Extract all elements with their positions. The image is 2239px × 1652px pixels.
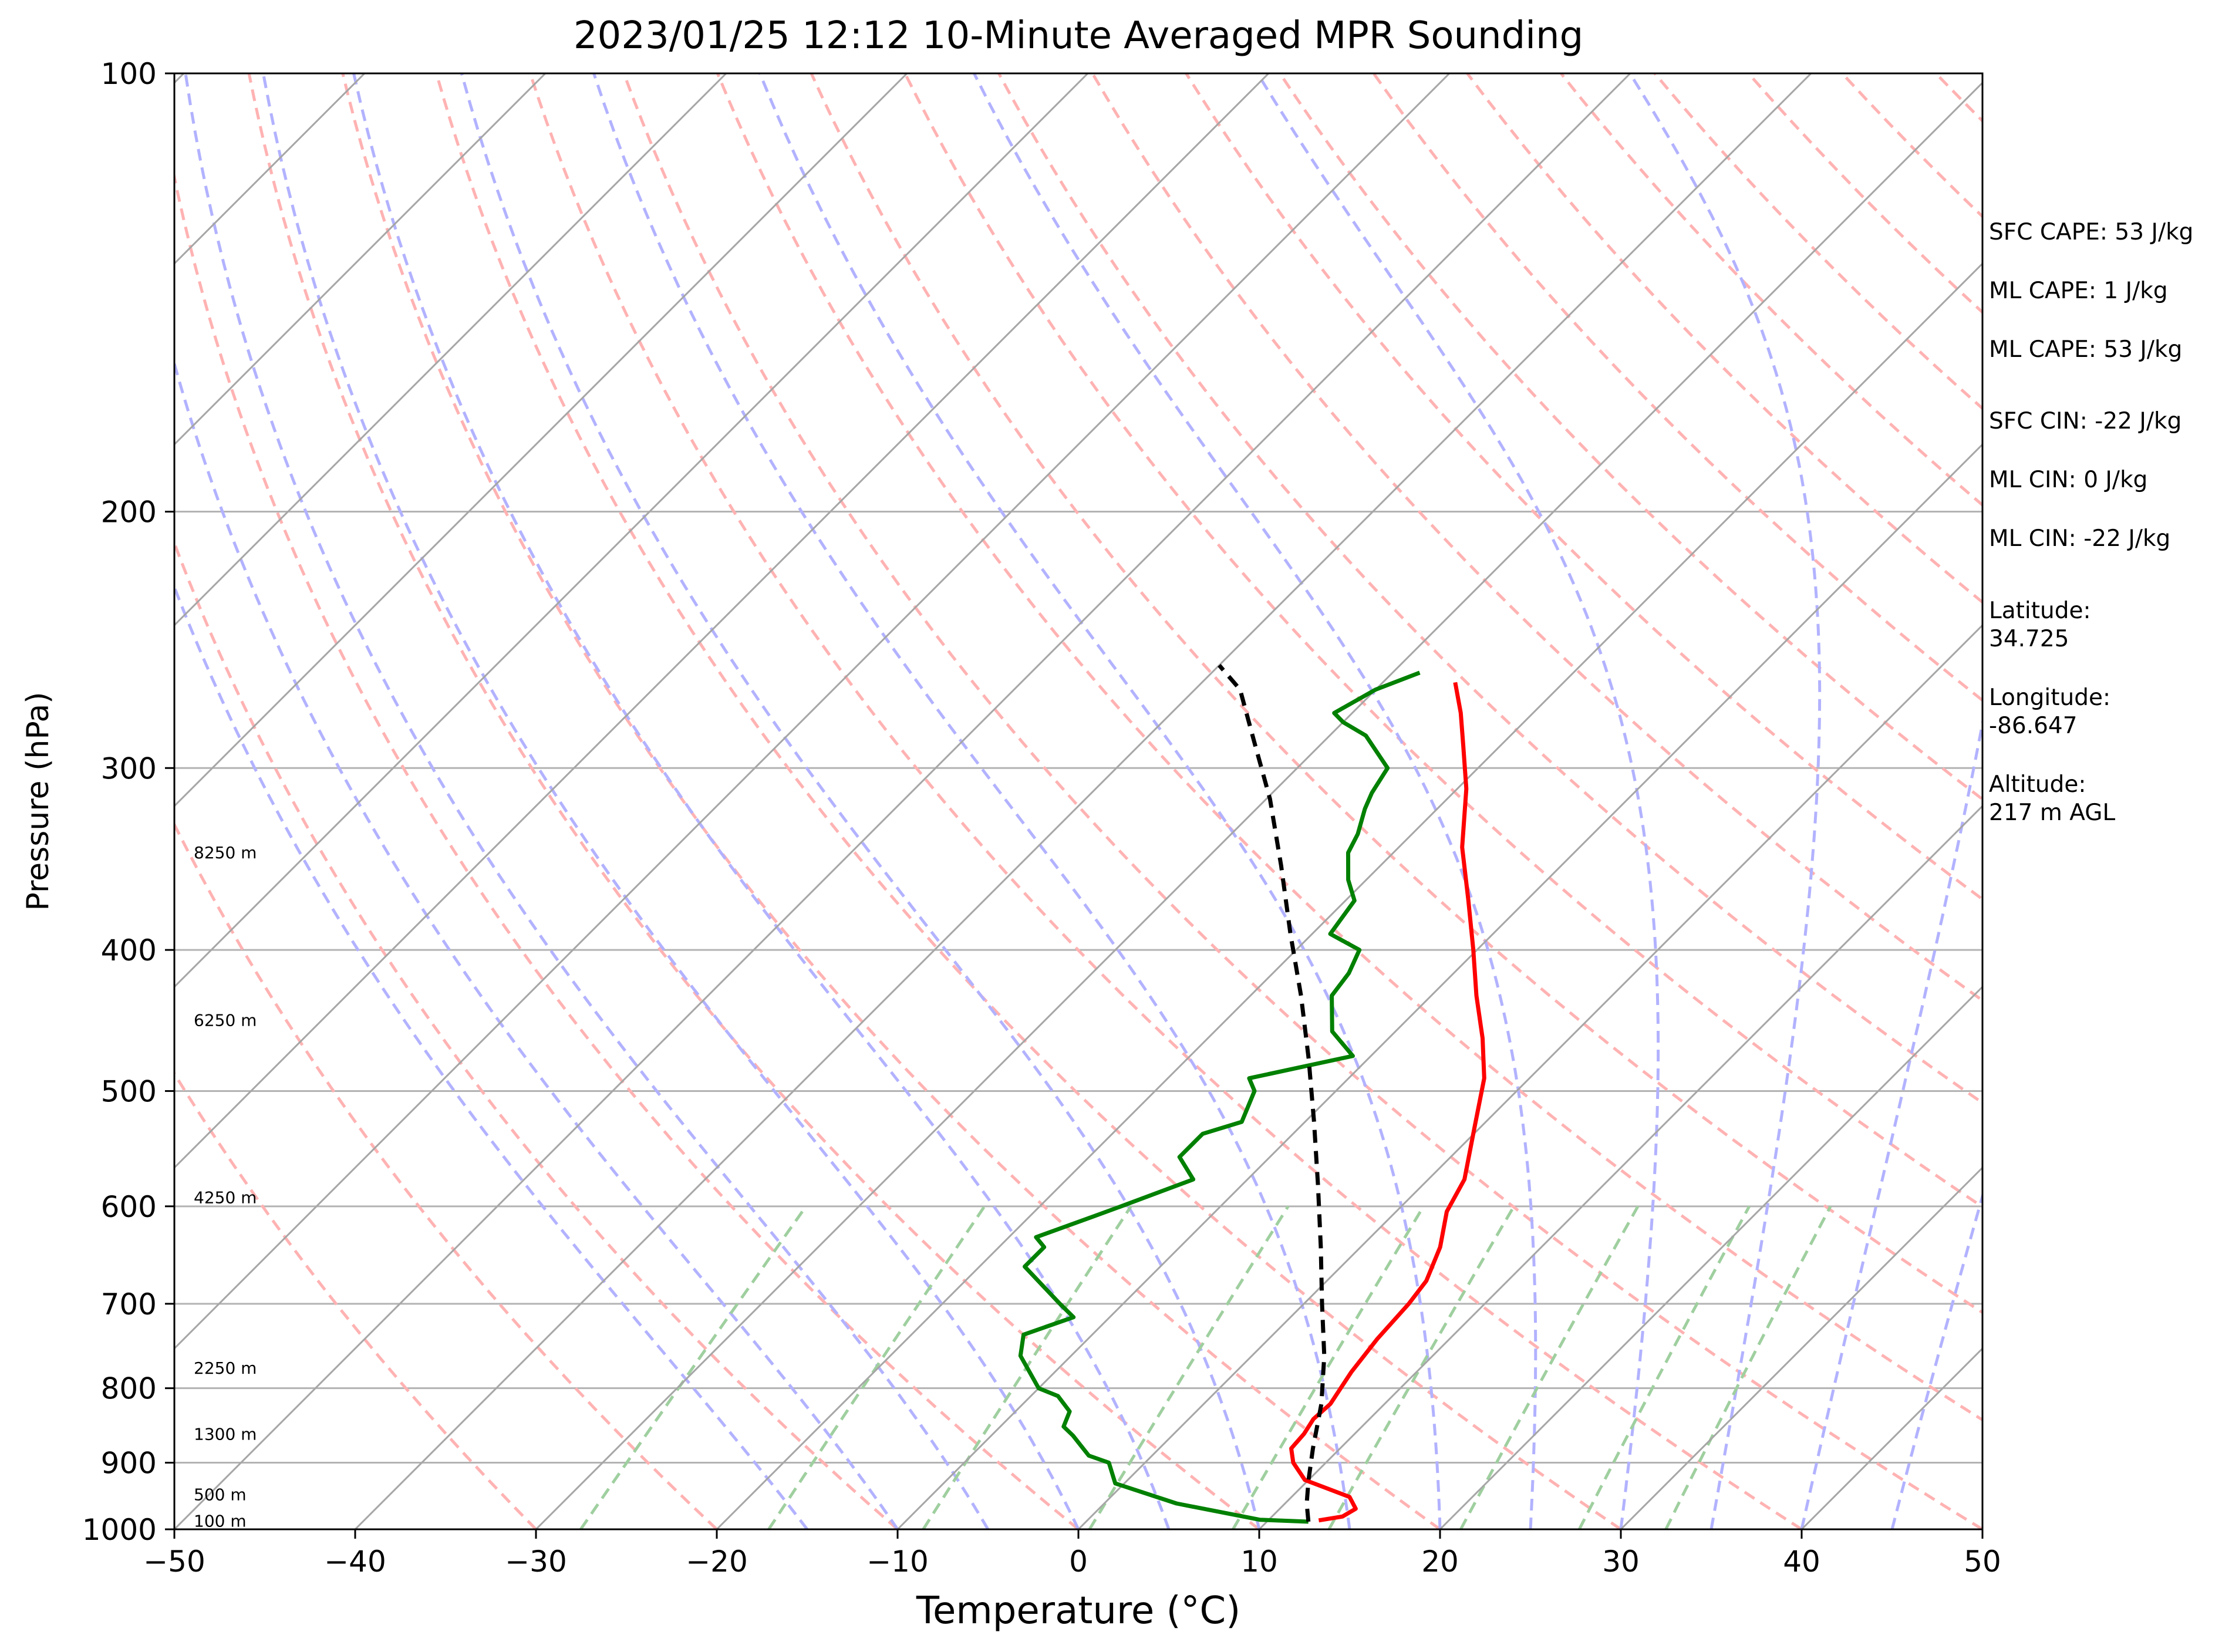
y-tick-label: 100 [101,57,157,91]
height-label: 2250 m [194,1358,257,1378]
longitude-value: -86.647 [1989,712,2078,740]
x-tick-label: 30 [1602,1545,1640,1579]
y-tick-label: 400 [101,933,157,967]
x-tick-label: 20 [1421,1545,1459,1579]
x-tick-label: 50 [1964,1545,2001,1579]
x-tick-label: 0 [1069,1545,1088,1579]
y-axis-label: Pressure (hPa) [21,692,56,911]
x-tick-label: 10 [1240,1545,1278,1579]
x-tick-label: −30 [505,1545,567,1579]
chart-title: 2023/01/25 12:12 10-Minute Averaged MPR … [574,14,1583,58]
y-tick-label: 900 [101,1447,157,1481]
x-axis-label: Temperature (°C) [916,1589,1240,1633]
ml-cape-text-2: ML CAPE: 53 J/kg [1989,336,2182,364]
y-tick-label: 500 [101,1074,157,1108]
altitude-value: 217 m AGL [1989,799,2115,827]
x-tick-label: −40 [324,1545,386,1579]
y-tick-label: 700 [101,1287,157,1321]
latitude-label: Latitude: [1989,597,2091,625]
x-tick-label: −20 [686,1545,748,1579]
height-label: 6250 m [194,1010,257,1030]
y-tick-label: 300 [101,751,157,785]
x-tick-label: 40 [1783,1545,1820,1579]
altitude-label: Altitude: [1989,771,2086,799]
longitude-label: Longitude: [1989,684,2110,712]
height-label: 1300 m [194,1425,257,1444]
y-tick-label: 200 [101,495,157,530]
ml-cape-text: ML CAPE: 1 J/kg [1989,277,2168,305]
y-tick-label: 800 [101,1372,157,1406]
ml-cin-text: ML CIN: 0 J/kg [1989,466,2147,494]
sfc-cin-text: SFC CIN: -22 J/kg [1989,407,2181,436]
latitude-value: 34.725 [1989,625,2069,653]
height-label: 500 m [194,1485,247,1504]
height-label: 8250 m [194,843,257,862]
x-tick-label: −10 [866,1545,929,1579]
y-tick-label: 600 [101,1190,157,1224]
y-tick-label: 1000 [82,1513,157,1547]
height-label: 4250 m [194,1188,257,1207]
x-tick-label: −50 [143,1545,205,1579]
sfc-cape-text: SFC CAPE: 53 J/kg [1989,218,2193,247]
ml-cin-text-2: ML CIN: -22 J/kg [1989,525,2170,553]
height-label: 100 m [194,1512,247,1531]
